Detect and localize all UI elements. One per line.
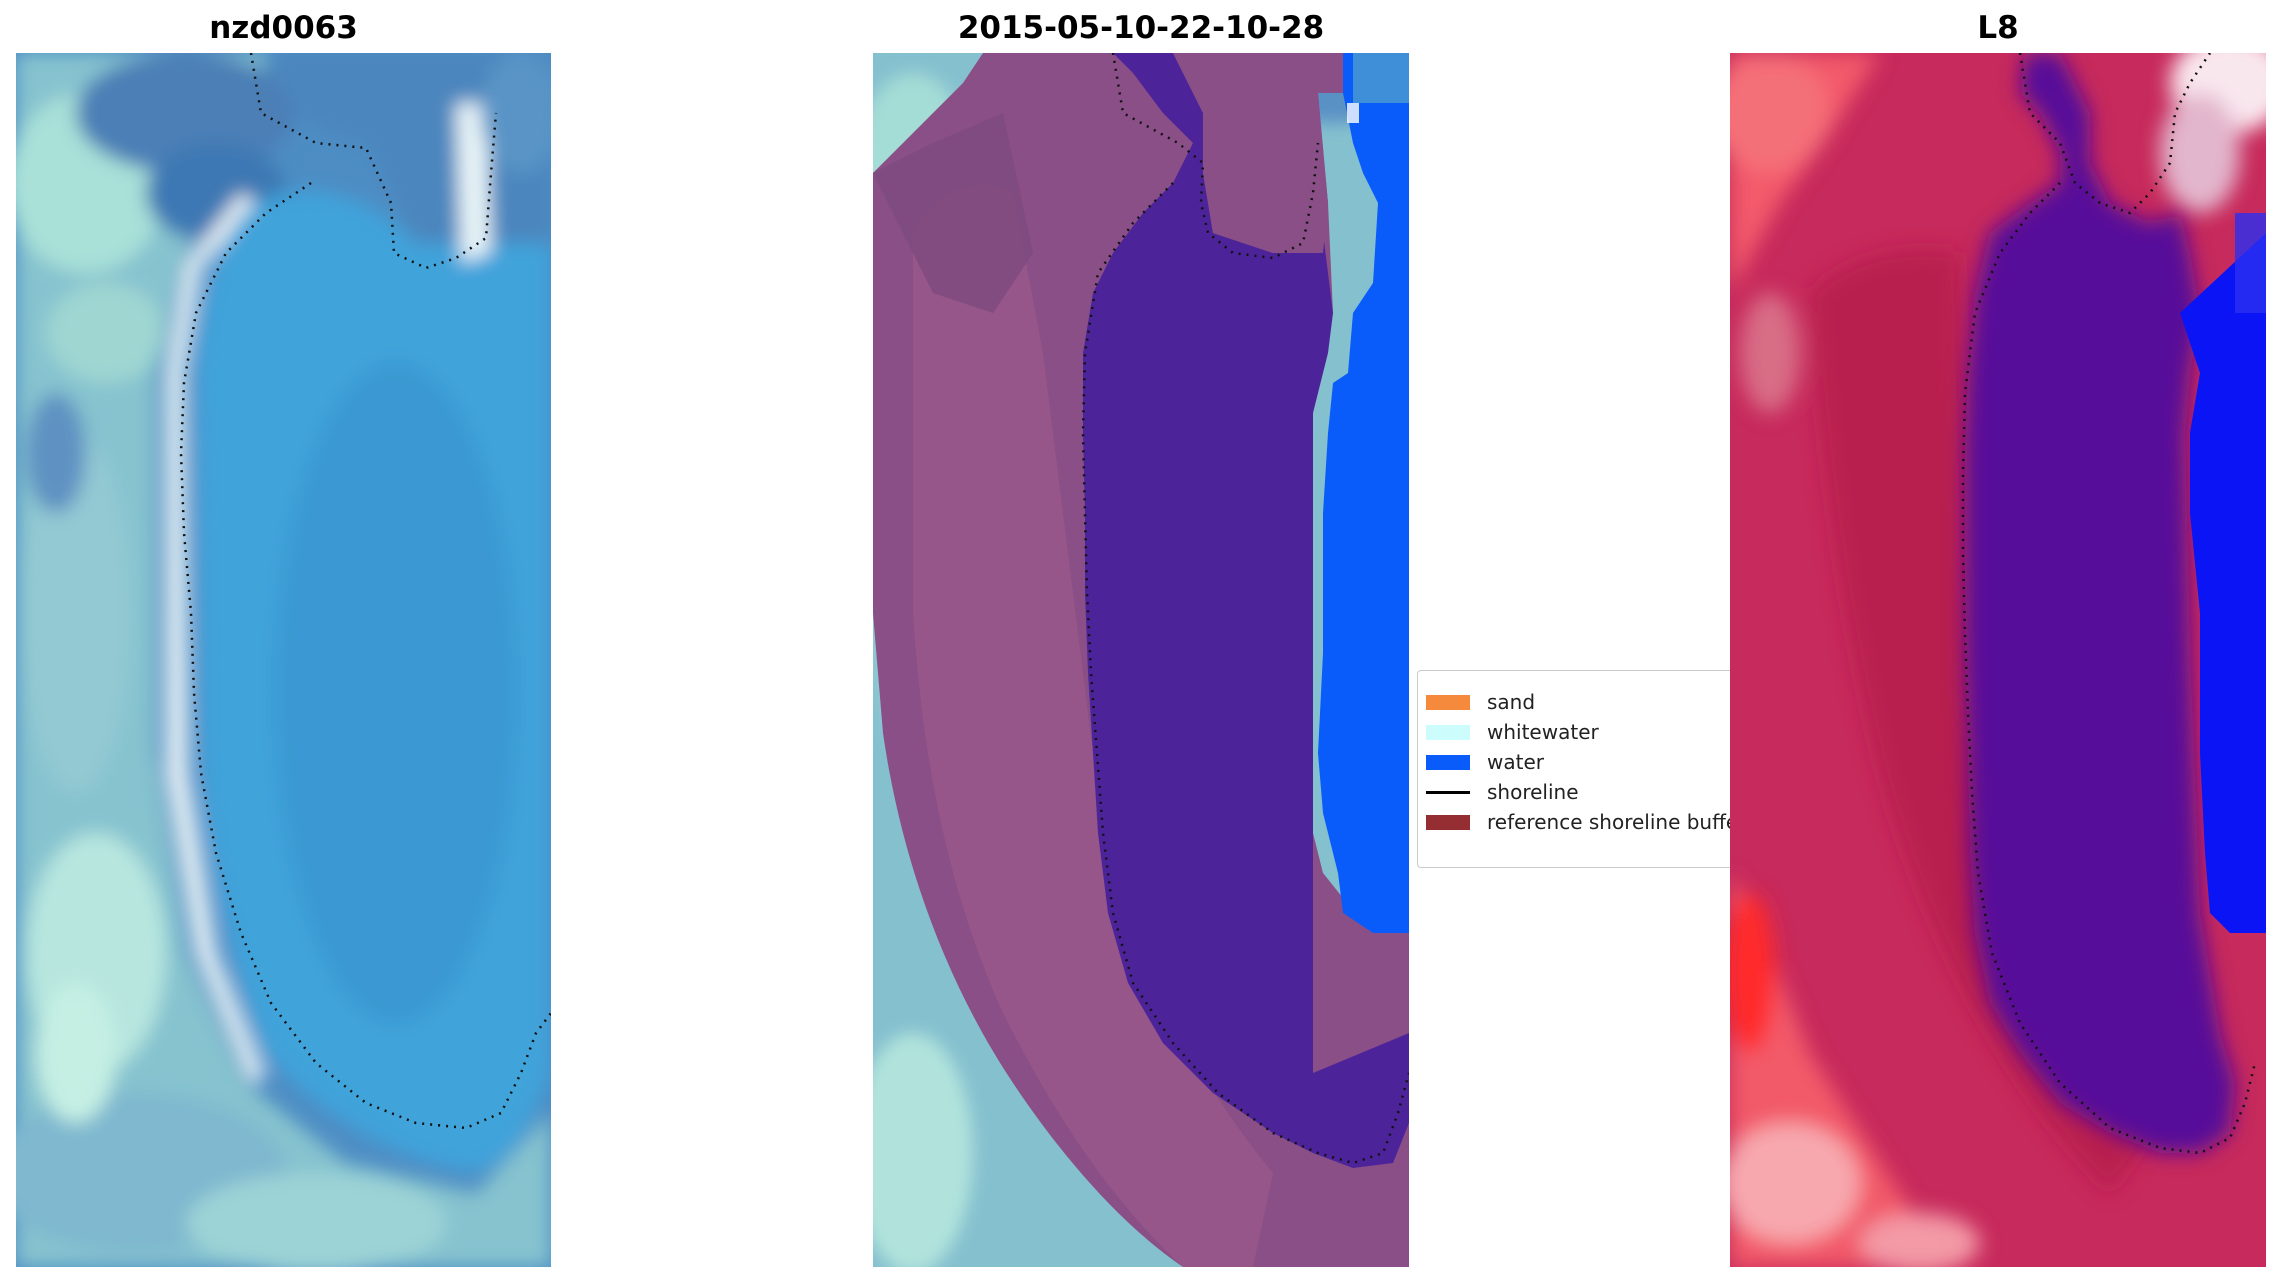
index-image-panel [1730, 53, 2266, 1267]
legend-line-shoreline [1426, 790, 1470, 794]
legend-swatch-sand [1426, 694, 1470, 710]
rgb-image [16, 53, 551, 1267]
legend-label-water: water [1487, 750, 1544, 774]
legend: sand whitewater water shoreline referenc… [1417, 670, 1730, 868]
legend-swatch-reference-buffer [1426, 814, 1470, 830]
panel-title-classified: 2015-05-10-22-10-28 [957, 10, 1325, 46]
index-image [1730, 53, 2266, 1267]
rgb-image-panel [16, 53, 551, 1267]
legend-label-whitewater: whitewater [1487, 720, 1599, 744]
classified-image [873, 53, 1409, 1267]
legend-item-water: water [1426, 749, 1544, 775]
legend-item-shoreline: shoreline [1426, 779, 1579, 805]
legend-item-whitewater: whitewater [1426, 719, 1599, 745]
legend-label-reference-buffer: reference shoreline buffer [1487, 810, 1730, 834]
legend-label-shoreline: shoreline [1487, 780, 1579, 804]
legend-swatch-whitewater [1426, 724, 1470, 740]
legend-item-sand: sand [1426, 689, 1535, 715]
panel-title-index: L8 [1977, 10, 2019, 46]
legend-swatch-water [1426, 754, 1470, 770]
panel-title-rgb: nzd0063 [209, 10, 358, 46]
legend-label-sand: sand [1487, 690, 1536, 714]
legend-item-reference-buffer: reference shoreline buffer [1426, 809, 1730, 835]
classified-image-panel [873, 53, 1409, 1267]
